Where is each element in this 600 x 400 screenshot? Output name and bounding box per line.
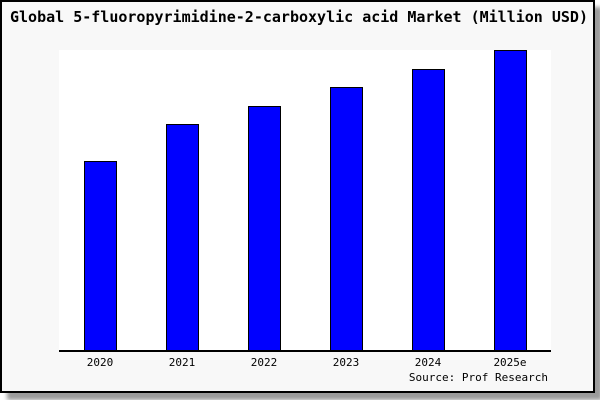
bar-2021	[165, 124, 199, 350]
bar-slot	[305, 50, 387, 350]
bar-slot	[141, 50, 223, 350]
bar-2022	[247, 105, 281, 350]
x-axis-label: 2024	[414, 356, 442, 369]
bar-slot	[469, 50, 551, 350]
chart-box: Global 5-fluoropyrimidine-2-carboxylic a…	[0, 0, 595, 393]
chart-title: Global 5-fluoropyrimidine-2-carboxylic a…	[10, 8, 588, 26]
x-axis-label: 2022	[250, 356, 278, 369]
x-axis-label: 2021	[168, 356, 196, 369]
x-axis-label: 2020	[86, 356, 114, 369]
x-axis-labels: 2020 2021 2022 2023 2024 2025e	[59, 356, 551, 369]
bar-2023	[329, 86, 363, 350]
bar-slot	[387, 50, 469, 350]
bar-slot	[59, 50, 141, 350]
bar-2020	[83, 161, 117, 350]
x-axis-label: 2025e	[493, 356, 527, 369]
bar-slot	[223, 50, 305, 350]
plot-area	[59, 50, 551, 352]
source-note: Source: Prof Research	[408, 371, 548, 384]
bar-2024	[411, 68, 445, 350]
x-axis-label: 2023	[332, 356, 360, 369]
bar-2025e	[493, 50, 527, 350]
